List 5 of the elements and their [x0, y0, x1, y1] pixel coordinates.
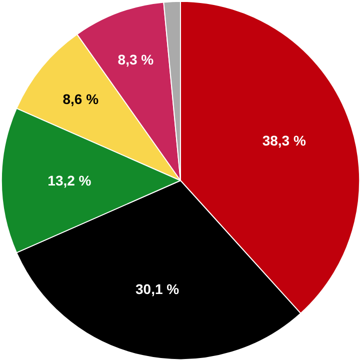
- data-label: 38,3 %: [262, 132, 306, 149]
- data-label: 30,1 %: [136, 281, 180, 298]
- data-label: 8,3 %: [118, 52, 154, 68]
- data-label: 8,6 %: [62, 90, 100, 107]
- data-label: 13,2 %: [48, 172, 92, 188]
